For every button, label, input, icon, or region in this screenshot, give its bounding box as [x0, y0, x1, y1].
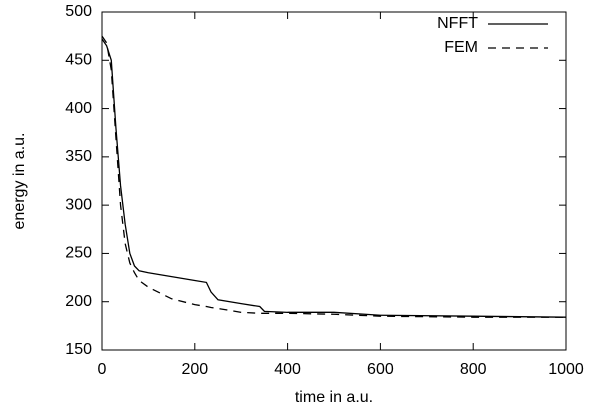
x-axis-label: time in a.u.: [295, 389, 373, 406]
y-tick-label: 200: [65, 293, 92, 310]
x-tick-label: 1000: [548, 361, 584, 378]
data-line: [101, 38, 567, 318]
y-tick-label: 300: [65, 196, 92, 213]
legend-label: NFFT: [437, 15, 478, 32]
plot-frame: [101, 11, 567, 351]
legend-label: FEM: [444, 39, 478, 56]
x-tick-label: 600: [367, 361, 394, 378]
x-tick-label: 200: [181, 361, 208, 378]
x-tick-label: 400: [274, 361, 301, 378]
y-tick-label: 350: [65, 148, 92, 165]
y-tick-label: 150: [65, 341, 92, 358]
x-tick-label: 800: [460, 361, 487, 378]
y-tick-label: 250: [65, 245, 92, 262]
data-line: [101, 35, 566, 318]
y-tick-label: 500: [65, 3, 92, 20]
x-tick-label: 0: [98, 361, 107, 378]
y-axis-label: energy in a.u.: [11, 133, 28, 230]
y-tick-label: 450: [65, 52, 92, 69]
y-tick-label: 400: [65, 100, 92, 117]
